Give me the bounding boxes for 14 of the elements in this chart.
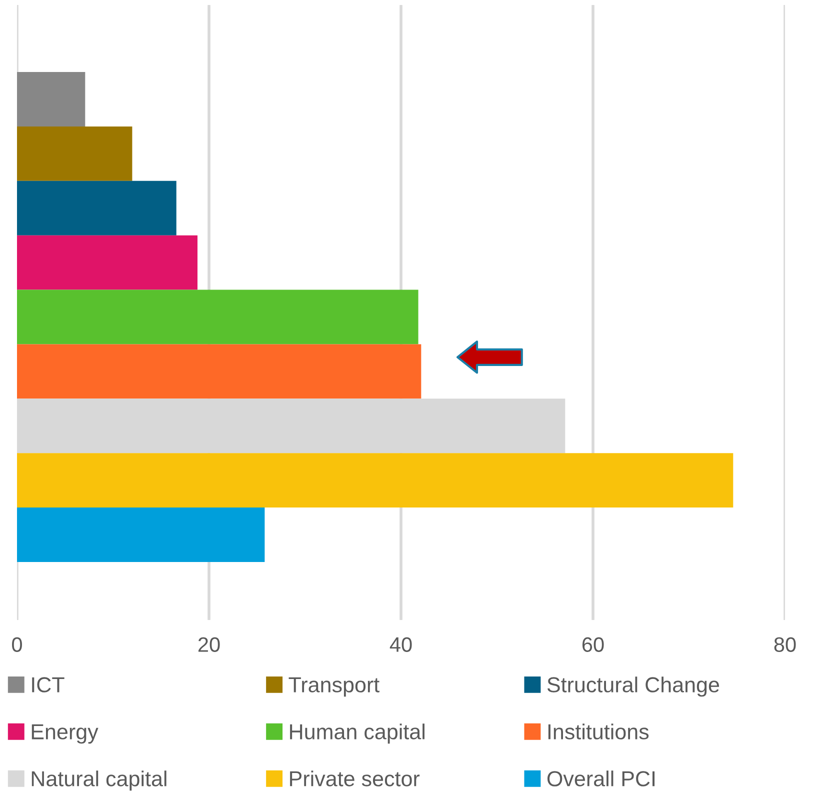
legend-label: Natural capital <box>32 770 166 791</box>
legend-label: Structural Change <box>547 676 720 697</box>
x-tick-label: 0 <box>12 637 22 652</box>
x-tick-label: 60 <box>582 637 604 652</box>
x-tick-label: 80 <box>774 637 796 652</box>
legend-label: Energy <box>32 724 98 744</box>
legend-label: Private sector <box>290 770 420 786</box>
legend-label: Overall PCI <box>547 770 655 786</box>
x-tick-label: 40 <box>390 637 412 652</box>
x-tick-label: 20 <box>198 637 220 652</box>
legend-label: Institutions <box>548 724 649 740</box>
legend-label: Human capital <box>290 724 424 744</box>
legend-label: ICT <box>32 677 64 692</box>
legend-label: Transport <box>288 677 380 697</box>
